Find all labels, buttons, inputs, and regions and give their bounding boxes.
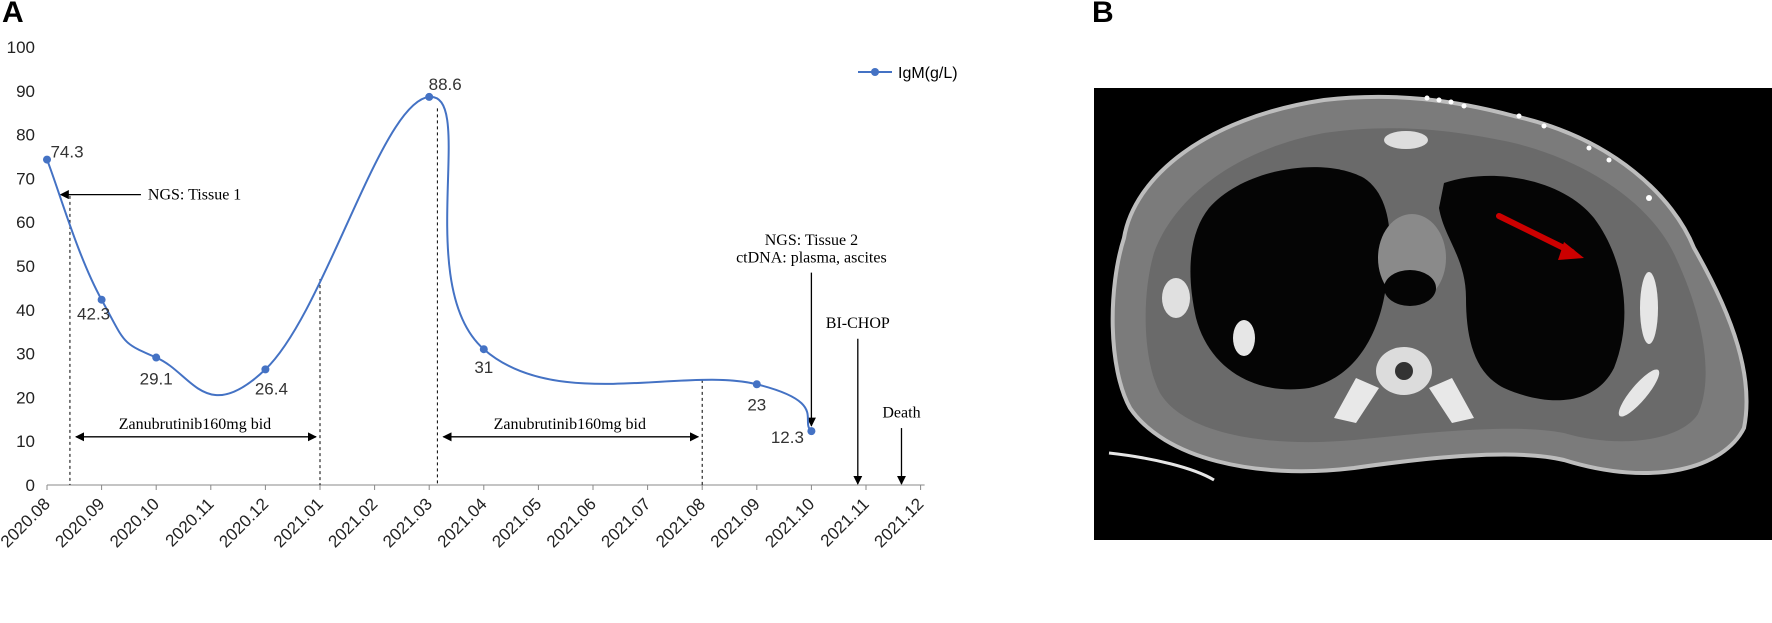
x-tick-label: 2021.10 (761, 494, 818, 551)
legend-label: IgM(g/L) (898, 65, 958, 82)
x-tick-label: 2021.09 (707, 494, 764, 551)
x-tick-label: 2021.01 (270, 494, 327, 551)
data-point (261, 365, 270, 374)
y-tick-label: 100 (7, 38, 35, 57)
y-tick-label: 60 (16, 213, 35, 232)
series-line-igm (46, 95, 813, 432)
chart-legend: IgM(g/L) (858, 65, 958, 82)
data-point (97, 295, 106, 304)
chart-series: 74.3 42.3 29.1 26.4 88.6 31 23 12.3 (43, 75, 816, 447)
x-tick-label: 2020.10 (106, 494, 163, 551)
x-tick-label: 2021.02 (325, 494, 382, 551)
ngs-tissue1-label: NGS: Tissue 1 (148, 187, 241, 204)
legend-marker (871, 68, 879, 76)
data-label: 26.4 (255, 379, 288, 398)
y-tick-label: 10 (16, 432, 35, 451)
x-tick-label: 2021.11 (817, 494, 873, 550)
treatment1-label: Zanubrutinib160mg bid (119, 416, 271, 433)
y-tick-label: 30 (16, 345, 35, 364)
x-tick-label: 2020.08 (0, 494, 54, 551)
data-point (479, 345, 488, 354)
data-label: 29.1 (140, 370, 173, 389)
x-tick-label: 2021.12 (871, 494, 928, 551)
data-label: 12.3 (771, 428, 804, 447)
data-point (152, 353, 161, 362)
x-tick-label: 2021.08 (652, 494, 709, 551)
red-arrow-line (1496, 213, 1575, 255)
y-tick-label: 80 (16, 126, 35, 145)
y-tick-label: 0 (26, 476, 35, 495)
ctdna-label: ctDNA: plasma, ascites (736, 249, 887, 266)
igm-line-chart: 01020304050607080901002020.082020.092020… (0, 38, 958, 551)
ct-scan-image (1094, 88, 1772, 540)
x-tick-label: 2020.11 (162, 494, 218, 550)
death-label: Death (882, 405, 920, 422)
data-label: 42.3 (77, 305, 110, 324)
treatment2-label: Zanubrutinib160mg bid (494, 416, 646, 433)
x-tick-label: 2020.09 (52, 494, 109, 551)
chart-axes: 01020304050607080901002020.082020.092020… (0, 38, 927, 551)
panel-label-b: B (1092, 0, 1114, 29)
panel-label-a: A (2, 0, 24, 29)
ngs-tissue2-label: NGS: Tissue 2 (765, 232, 858, 249)
y-tick-label: 50 (16, 257, 35, 276)
y-tick-label: 40 (16, 301, 35, 320)
data-label: 23 (747, 395, 766, 414)
x-tick-label: 2020.12 (215, 494, 272, 551)
data-label: 88.6 (429, 75, 462, 94)
x-tick-label: 2021.05 (488, 494, 545, 551)
data-point (807, 427, 816, 436)
data-point (752, 380, 761, 389)
x-tick-label: 2021.04 (434, 494, 491, 551)
y-tick-label: 20 (16, 388, 35, 407)
y-tick-label: 70 (16, 169, 35, 188)
data-label: 31 (474, 358, 493, 377)
bichop-label: BI-CHOP (826, 315, 890, 332)
data-label: 74.3 (50, 143, 83, 162)
x-tick-label: 2021.07 (598, 494, 655, 551)
data-point (425, 92, 434, 101)
red-arrow-head (1558, 242, 1584, 260)
y-tick-label: 90 (16, 82, 35, 101)
chart-annotations: NGS: Tissue 1 Zanubrutinib160mg bid Zanubr… (59, 108, 921, 485)
x-tick-label: 2021.06 (543, 494, 600, 551)
x-tick-label: 2021.03 (379, 494, 436, 551)
data-point (43, 155, 51, 164)
